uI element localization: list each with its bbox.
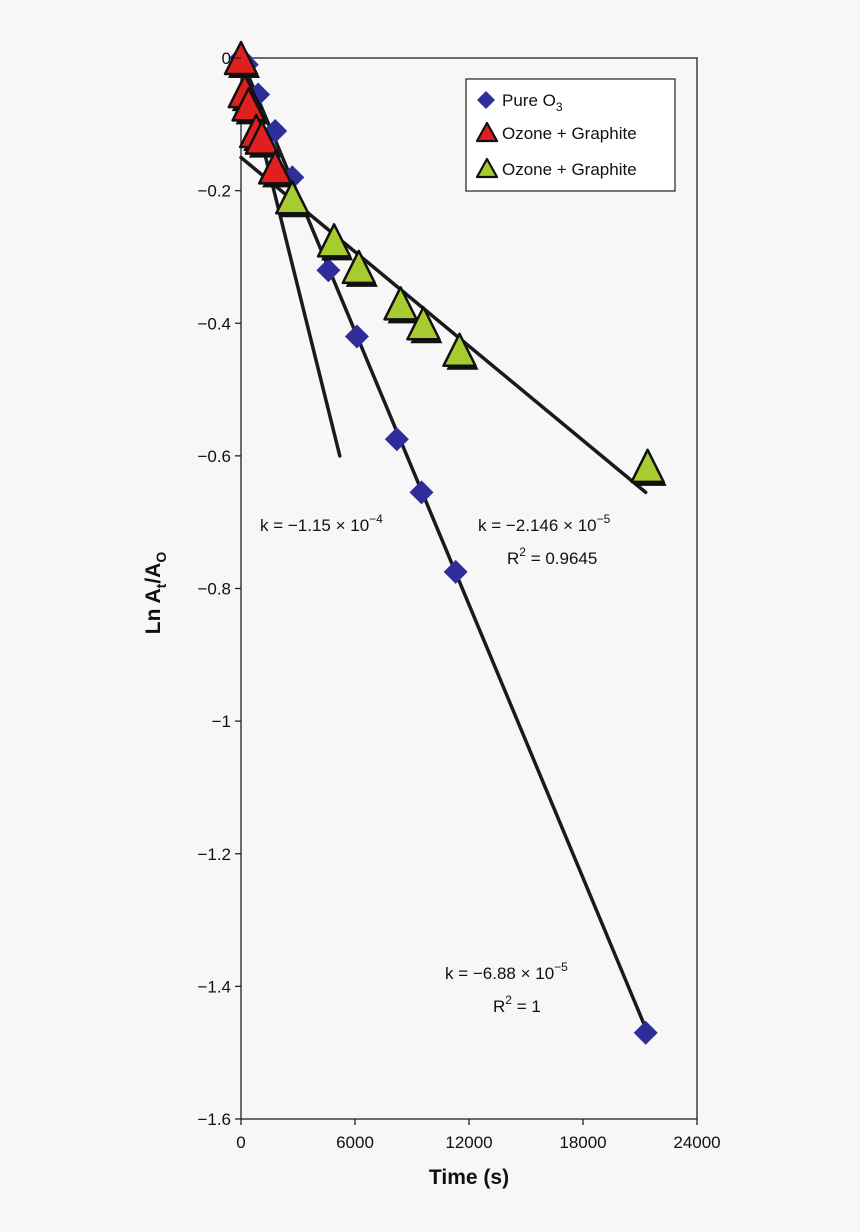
y-axis-title: Ln At/AO xyxy=(142,552,169,635)
legend-marker-pure-o3 xyxy=(477,91,495,109)
y-tick-label: −0.4 xyxy=(197,314,231,333)
legend-label-ozone-graphite-green: Ozone + Graphite xyxy=(502,160,637,179)
legend-marker-ozone-graphite-green xyxy=(475,157,499,179)
annotation-k-graphite-slow: k = −2.146 × 10−5 xyxy=(478,512,611,535)
legend-label-ozone-graphite-red: Ozone + Graphite xyxy=(502,124,637,143)
annotation-r2-pure-ozone: R2 = 1 xyxy=(493,993,541,1016)
y-tick-label: −1 xyxy=(212,712,231,731)
fit-line-0 xyxy=(239,56,650,1035)
data-point-ozone-graphite-1 xyxy=(231,87,268,125)
data-point-ozone-graphite-1 xyxy=(244,120,281,158)
annotation-k-pure-ozone: k = −6.88 × 10−5 xyxy=(445,960,568,983)
y-tick-label: −1.2 xyxy=(197,845,231,864)
legend-box xyxy=(465,78,676,192)
data-point-ozone-graphite-2 xyxy=(406,306,443,344)
data-point-pure-o3 xyxy=(633,1020,658,1045)
legend-label-pure-o3: Pure O3 xyxy=(502,91,563,114)
data-markers xyxy=(223,40,667,1045)
x-tick-label: 6000 xyxy=(336,1133,374,1152)
data-point-pure-o3 xyxy=(409,480,434,505)
data-point-ozone-graphite-1 xyxy=(257,150,295,188)
x-tick-label: 24000 xyxy=(673,1133,720,1152)
data-point-ozone-graphite-2 xyxy=(383,286,420,324)
y-tick-label: −1.6 xyxy=(197,1110,231,1129)
data-point-pure-o3 xyxy=(384,427,409,452)
data-point-ozone-graphite-2 xyxy=(630,448,667,486)
annotation-r2-graphite-slow: R2 = 0.9645 xyxy=(507,545,597,568)
axis-ticks: 0 −0.2 −0.4 −0.6 −0.8 −1 −1.2 −1.4 −1.6 0 6000 1200… xyxy=(197,49,720,1152)
legend-marker-ozone-graphite-red xyxy=(475,121,499,143)
data-point-pure-o3 xyxy=(443,559,468,584)
y-tick-label: 0 xyxy=(222,49,231,68)
data-point-ozone-graphite-2 xyxy=(316,223,354,261)
x-tick-label: 12000 xyxy=(445,1133,492,1152)
annotation-k-graphite-fast: k = −1.15 × 10−4 xyxy=(260,512,383,535)
data-point-pure-o3 xyxy=(344,324,369,349)
legend: Pure O3 Ozone + Graphite Ozone + Graphit… xyxy=(465,78,676,192)
x-tick-label: 18000 xyxy=(559,1133,606,1152)
x-tick-label: 0 xyxy=(236,1133,245,1152)
data-point-ozone-graphite-2 xyxy=(442,332,479,370)
data-point-pure-o3 xyxy=(316,258,341,283)
y-tick-label: −1.4 xyxy=(197,977,231,996)
data-point-ozone-graphite-2 xyxy=(275,180,312,218)
data-point-ozone-graphite-2 xyxy=(341,249,378,287)
y-tick-label: −0.6 xyxy=(197,447,231,466)
y-tick-label: −0.2 xyxy=(197,182,231,201)
y-tick-label: −0.8 xyxy=(197,580,231,599)
x-axis-title: Time (s) xyxy=(429,1166,509,1189)
